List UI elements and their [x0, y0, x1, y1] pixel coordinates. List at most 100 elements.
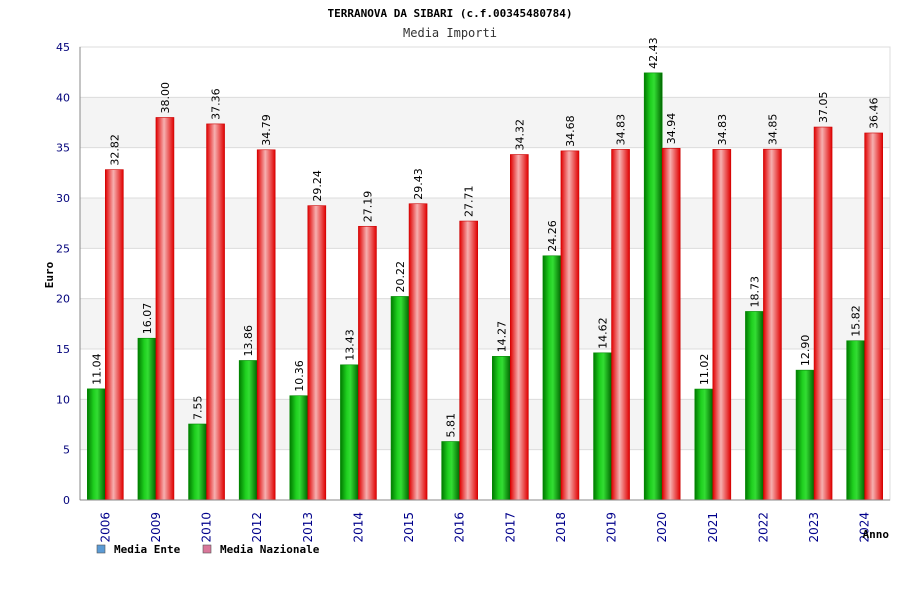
y-tick-label: 35: [56, 142, 70, 155]
x-tick-label: 2015: [402, 512, 416, 543]
chart-subtitle: Media Importi: [403, 26, 497, 40]
x-tick-label: 2022: [756, 512, 770, 543]
y-tick-label: 15: [56, 343, 70, 356]
legend-label-media-ente: Media Ente: [114, 543, 181, 556]
bar-media-ente: [593, 352, 612, 501]
legend-swatch-media-ente: [96, 544, 106, 554]
bar-media-ente: [846, 340, 865, 501]
bar-media-ente: [542, 255, 562, 501]
bar-media-nazionale: [408, 203, 428, 501]
data-label: 34.68: [564, 115, 577, 147]
data-label: 11.04: [90, 353, 103, 385]
data-labels: 11.04 32.82 16.07 38.00 7.55 37.36 13.86 34.79 1…: [90, 37, 880, 437]
y-tick-label: 0: [63, 494, 70, 507]
data-label: 13.43: [343, 329, 356, 361]
bar-media-nazionale: [358, 225, 377, 501]
x-tick-label: 2013: [301, 512, 315, 543]
bar-media-ente: [340, 364, 359, 501]
bar-media-ente: [188, 423, 207, 501]
y-tick-label: 40: [56, 91, 70, 104]
data-label: 34.83: [615, 114, 628, 146]
data-label: 38.00: [159, 82, 172, 114]
data-label: 16.07: [141, 303, 154, 335]
bar-media-ente: [795, 369, 815, 501]
x-tick-label: 2023: [807, 512, 821, 543]
y-tick-label: 45: [56, 41, 70, 54]
y-tick-label: 10: [56, 393, 70, 406]
data-label: 20.22: [394, 261, 407, 293]
bar-media-nazionale: [763, 148, 782, 501]
bar-media-nazionale: [813, 126, 833, 501]
x-tick-label: 2021: [706, 512, 720, 543]
y-axis-label: Euro: [43, 261, 56, 288]
x-tick-label: 2009: [149, 512, 163, 543]
y-tick-label: 25: [56, 242, 70, 255]
bar-media-nazionale: [206, 123, 225, 501]
x-axis-ticks: 2006 2009 2010 2012 2013 2014 2015 2016 2017 2018…: [98, 512, 871, 543]
bar-media-ente: [87, 388, 106, 501]
bar-media-ente: [492, 356, 511, 501]
data-label: 37.36: [210, 88, 223, 120]
bar-media-ente: [289, 395, 309, 501]
bar-media-nazionale: [611, 149, 630, 501]
y-tick-label: 20: [56, 293, 70, 306]
bar-media-nazionale: [510, 154, 529, 501]
x-tick-label: 2024: [858, 512, 872, 543]
bar-media-ente: [441, 441, 460, 501]
bar-media-nazionale: [105, 169, 124, 501]
x-axis-label: Anno: [863, 528, 890, 541]
bar-media-ente: [745, 311, 764, 501]
x-tick-label: 2014: [351, 512, 365, 543]
bars: [87, 72, 883, 501]
y-tick-label: 30: [56, 192, 70, 205]
data-label: 37.05: [817, 92, 830, 124]
data-label: 34.83: [716, 114, 729, 146]
data-label: 29.43: [412, 168, 425, 200]
data-label: 15.82: [850, 305, 863, 337]
chart-title: TERRANOVA DA SIBARI (c.f.00345480784): [327, 7, 572, 20]
x-tick-label: 2020: [655, 512, 669, 543]
bar-media-nazionale: [661, 147, 681, 501]
x-tick-label: 2012: [250, 512, 264, 543]
bar-media-ente: [137, 337, 157, 501]
data-label: 34.94: [665, 113, 678, 145]
data-label: 5.81: [445, 413, 458, 438]
data-label: 14.62: [597, 317, 610, 349]
data-label: 34.85: [766, 114, 779, 146]
bar-media-nazionale: [560, 150, 580, 501]
legend-swatch-media-nazionale: [202, 544, 212, 554]
grid-band: [80, 47, 890, 98]
data-label: 18.73: [748, 276, 761, 308]
data-label: 11.02: [698, 354, 711, 386]
data-label: 27.19: [361, 191, 374, 223]
bar-media-nazionale: [256, 149, 276, 501]
bar-media-ente: [643, 72, 663, 501]
bar-media-nazionale: [155, 117, 175, 501]
data-label: 34.32: [513, 119, 526, 151]
data-label: 12.90: [799, 335, 812, 367]
x-tick-label: 2017: [503, 512, 517, 543]
data-label: 10.36: [293, 360, 306, 392]
x-tick-label: 2018: [554, 512, 568, 543]
data-label: 36.46: [868, 97, 881, 129]
x-tick-label: 2016: [453, 512, 467, 543]
data-label: 14.27: [495, 321, 508, 353]
bar-media-nazionale: [864, 132, 883, 501]
bar-media-nazionale: [459, 220, 478, 501]
data-label: 42.43: [647, 37, 660, 69]
data-label: 24.26: [546, 220, 559, 252]
data-label: 32.82: [108, 134, 121, 166]
x-tick-label: 2010: [200, 512, 214, 543]
data-label: 27.71: [463, 186, 476, 218]
data-label: 34.79: [260, 114, 273, 146]
data-label: 13.86: [242, 325, 255, 357]
y-axis-ticks: 0 5 10 15 20 25 30 35 40 45: [56, 41, 70, 507]
data-label: 7.55: [192, 395, 205, 420]
bar-media-ente: [390, 296, 410, 501]
bar-media-ente: [238, 360, 258, 501]
legend-label-media-nazionale: Media Nazionale: [220, 543, 320, 556]
y-tick-label: 5: [63, 444, 70, 457]
x-tick-label: 2006: [98, 512, 112, 543]
